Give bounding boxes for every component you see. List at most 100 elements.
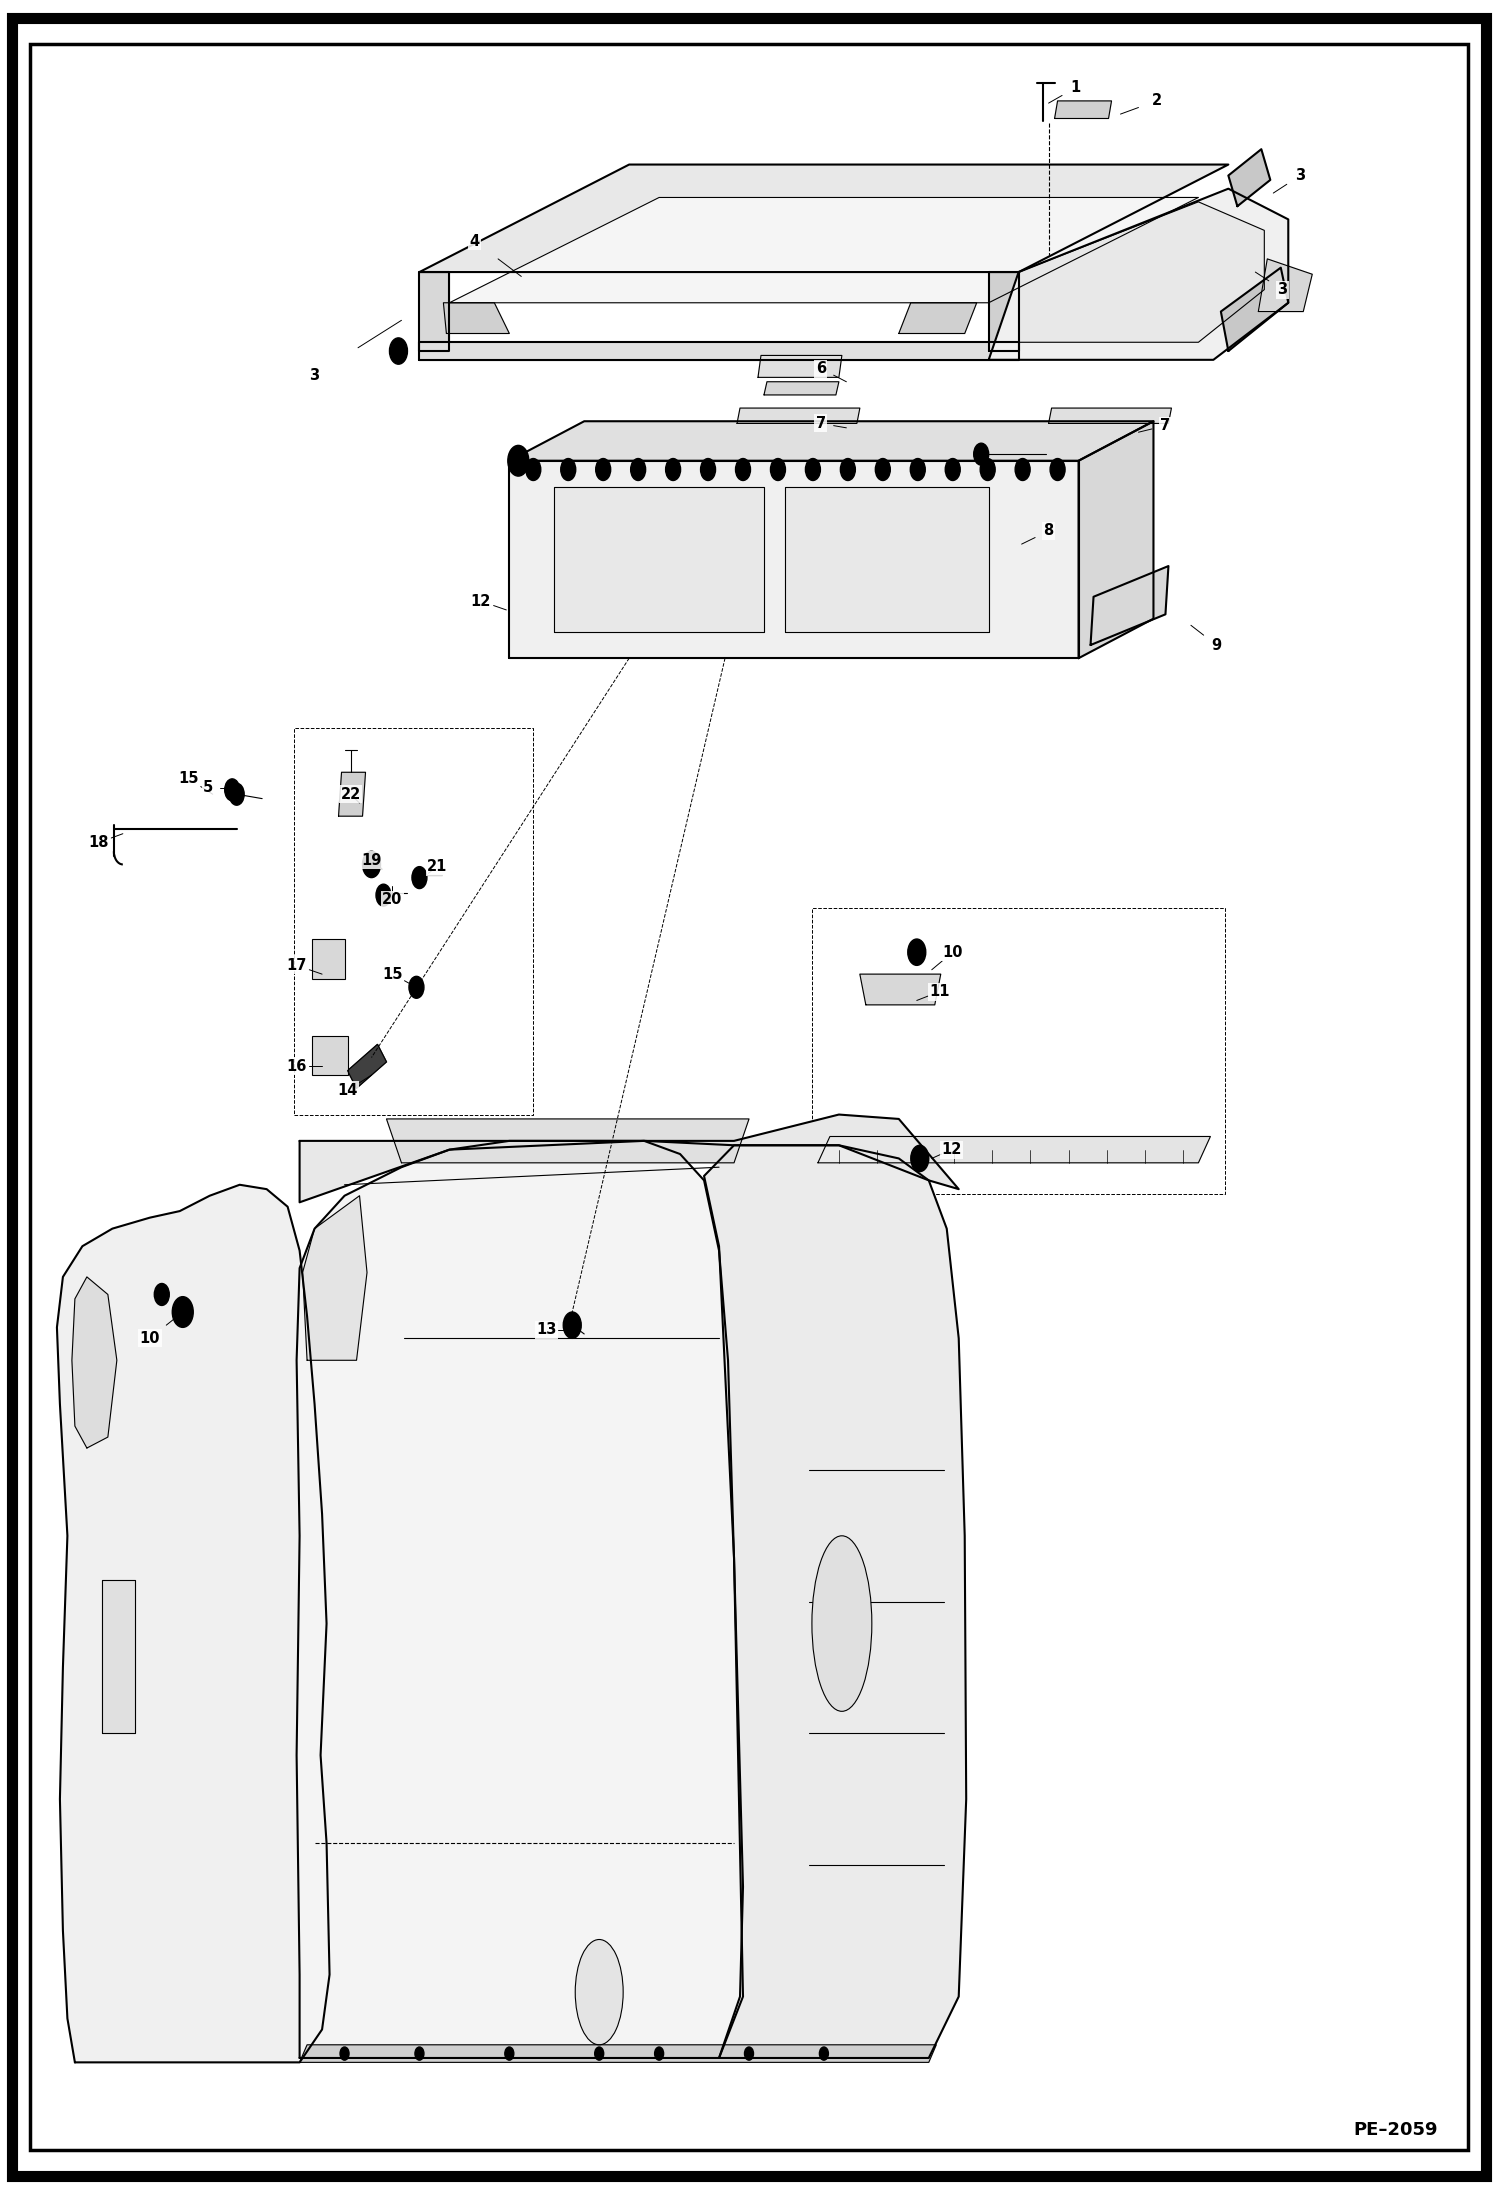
- Text: 8: 8: [1044, 524, 1053, 538]
- Text: 7: 7: [1161, 419, 1170, 432]
- Text: 16: 16: [286, 1060, 307, 1073]
- Polygon shape: [297, 1141, 743, 2058]
- Polygon shape: [554, 487, 764, 632]
- Polygon shape: [899, 303, 977, 333]
- Polygon shape: [509, 421, 1153, 461]
- Text: 6: 6: [816, 362, 825, 375]
- Polygon shape: [860, 974, 941, 1005]
- Polygon shape: [989, 272, 1019, 351]
- Circle shape: [563, 1312, 581, 1338]
- Text: 12: 12: [941, 1143, 962, 1156]
- Circle shape: [412, 867, 427, 889]
- Circle shape: [172, 1297, 193, 1327]
- Circle shape: [376, 884, 391, 906]
- Polygon shape: [704, 1145, 966, 2058]
- Circle shape: [911, 1145, 929, 1172]
- Text: 20: 20: [382, 893, 403, 906]
- Polygon shape: [764, 382, 839, 395]
- Circle shape: [875, 459, 890, 480]
- Polygon shape: [300, 1115, 959, 1202]
- Polygon shape: [1091, 566, 1168, 645]
- Circle shape: [655, 2047, 664, 2060]
- Text: 3: 3: [310, 369, 319, 382]
- Circle shape: [980, 459, 995, 480]
- Polygon shape: [443, 303, 509, 333]
- Polygon shape: [57, 1185, 330, 2062]
- Text: 9: 9: [1212, 638, 1221, 652]
- Polygon shape: [449, 197, 1198, 303]
- Text: 2: 2: [1152, 94, 1161, 108]
- Text: 11: 11: [929, 985, 950, 998]
- Circle shape: [911, 459, 926, 480]
- Text: 5: 5: [204, 781, 213, 794]
- Text: 12: 12: [470, 595, 491, 608]
- Polygon shape: [1221, 268, 1288, 351]
- Circle shape: [806, 459, 821, 480]
- Text: 13: 13: [536, 1323, 557, 1336]
- Text: 10: 10: [139, 1332, 160, 1345]
- Circle shape: [770, 459, 785, 480]
- Polygon shape: [419, 342, 1019, 360]
- Text: 19: 19: [361, 853, 382, 867]
- Bar: [312, 1036, 348, 1075]
- Text: 10: 10: [942, 946, 963, 959]
- Polygon shape: [419, 165, 1228, 272]
- Circle shape: [154, 1283, 169, 1305]
- Bar: [312, 939, 345, 979]
- Circle shape: [819, 2047, 828, 2060]
- Circle shape: [945, 459, 960, 480]
- Polygon shape: [818, 1136, 1210, 1163]
- Polygon shape: [300, 2045, 936, 2062]
- Text: 21: 21: [427, 860, 448, 873]
- Circle shape: [409, 976, 424, 998]
- Circle shape: [526, 459, 541, 480]
- Polygon shape: [737, 408, 860, 423]
- Text: PE–2059: PE–2059: [1354, 2122, 1438, 2139]
- Text: 22: 22: [340, 788, 361, 801]
- Polygon shape: [419, 272, 449, 351]
- Circle shape: [1016, 459, 1031, 480]
- Text: 15: 15: [178, 772, 199, 785]
- Circle shape: [225, 779, 240, 801]
- Circle shape: [505, 2047, 514, 2060]
- Polygon shape: [386, 1119, 749, 1163]
- Circle shape: [665, 459, 680, 480]
- Polygon shape: [509, 461, 1079, 658]
- Circle shape: [595, 2047, 604, 2060]
- Circle shape: [363, 851, 380, 878]
- Circle shape: [745, 2047, 753, 2060]
- Circle shape: [1050, 459, 1065, 480]
- Polygon shape: [758, 355, 842, 377]
- Text: 3: 3: [1296, 169, 1305, 182]
- Text: 1: 1: [1071, 81, 1080, 94]
- Ellipse shape: [575, 1939, 623, 2045]
- Polygon shape: [785, 487, 989, 632]
- Text: 4: 4: [470, 235, 479, 248]
- Circle shape: [560, 459, 575, 480]
- Polygon shape: [1055, 101, 1112, 118]
- Polygon shape: [348, 1044, 386, 1088]
- Circle shape: [840, 459, 855, 480]
- Polygon shape: [72, 1277, 117, 1448]
- Polygon shape: [1228, 149, 1270, 206]
- Polygon shape: [1049, 408, 1171, 423]
- Text: 14: 14: [337, 1084, 358, 1097]
- Polygon shape: [1019, 202, 1264, 342]
- Ellipse shape: [812, 1536, 872, 1711]
- Polygon shape: [339, 772, 366, 816]
- Circle shape: [908, 939, 926, 965]
- Polygon shape: [303, 1196, 367, 1360]
- Circle shape: [596, 459, 611, 480]
- Text: 3: 3: [1278, 283, 1287, 296]
- Text: 17: 17: [286, 959, 307, 972]
- Polygon shape: [1079, 421, 1153, 658]
- Circle shape: [415, 2047, 424, 2060]
- Circle shape: [340, 2047, 349, 2060]
- Text: 15: 15: [382, 968, 403, 981]
- Polygon shape: [1258, 259, 1312, 312]
- Circle shape: [229, 783, 244, 805]
- Circle shape: [389, 338, 407, 364]
- Polygon shape: [989, 189, 1288, 360]
- Circle shape: [631, 459, 646, 480]
- Text: 18: 18: [88, 836, 109, 849]
